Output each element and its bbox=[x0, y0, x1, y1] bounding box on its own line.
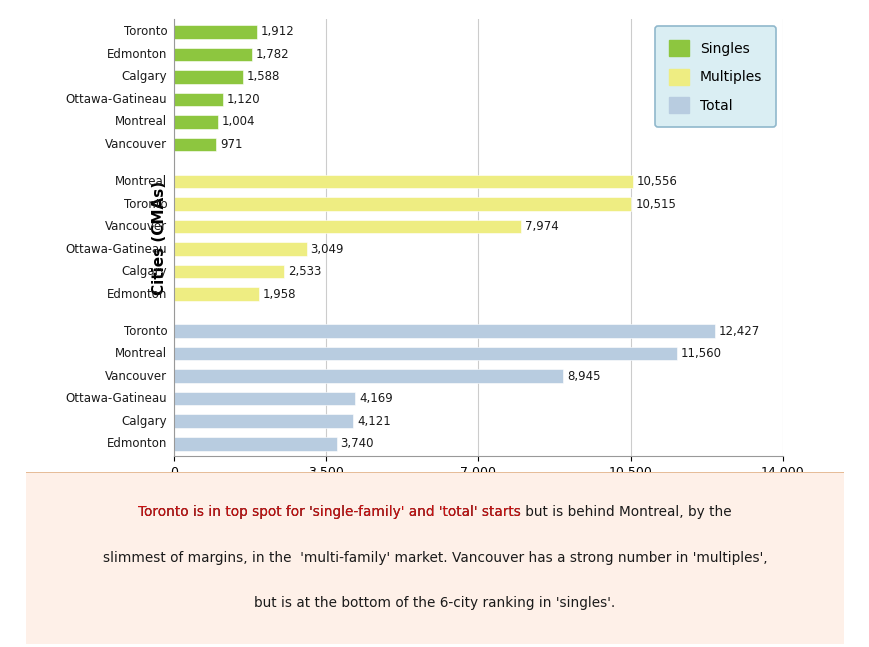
Text: 10,556: 10,556 bbox=[636, 175, 677, 188]
Text: 1,958: 1,958 bbox=[262, 287, 296, 301]
Text: Toronto: Toronto bbox=[123, 197, 168, 210]
Text: 11,560: 11,560 bbox=[680, 347, 721, 360]
Bar bbox=[174, 93, 222, 106]
Text: Vancouver: Vancouver bbox=[105, 220, 168, 233]
Text: 3,740: 3,740 bbox=[341, 437, 374, 450]
Text: Toronto: Toronto bbox=[123, 325, 168, 338]
Text: 4,121: 4,121 bbox=[357, 415, 390, 428]
Bar bbox=[174, 392, 355, 406]
Y-axis label: Cities (CMAs): Cities (CMAs) bbox=[152, 181, 167, 295]
Text: Vancouver: Vancouver bbox=[105, 138, 168, 151]
Text: 4,169: 4,169 bbox=[359, 392, 393, 405]
Text: 10,515: 10,515 bbox=[634, 197, 675, 210]
Text: Toronto: Toronto bbox=[123, 25, 168, 38]
Text: Toronto is in top spot for 'single-family' and 'total' starts but is behind Mont: Toronto is in top spot for 'single-famil… bbox=[138, 505, 731, 519]
Bar bbox=[174, 115, 217, 129]
Text: slimmest of margins, in the  'multi-family' market. Vancouver has a strong numbe: slimmest of margins, in the 'multi-famil… bbox=[103, 551, 766, 565]
Text: Calgary: Calgary bbox=[122, 265, 168, 278]
X-axis label: Number of Units: Number of Units bbox=[408, 487, 548, 502]
Text: 3,049: 3,049 bbox=[310, 243, 343, 256]
Bar bbox=[174, 287, 259, 301]
Text: 2,533: 2,533 bbox=[288, 265, 322, 278]
Legend: Singles, Multiples, Total: Singles, Multiples, Total bbox=[654, 27, 775, 127]
Text: Montreal: Montreal bbox=[116, 175, 168, 188]
Text: Edmonton: Edmonton bbox=[107, 437, 168, 450]
Text: Ottawa-Gatineau: Ottawa-Gatineau bbox=[66, 93, 168, 106]
Text: Edmonton: Edmonton bbox=[107, 287, 168, 301]
Bar bbox=[174, 220, 521, 234]
Text: Edmonton: Edmonton bbox=[107, 48, 168, 61]
Bar bbox=[174, 324, 713, 338]
Text: 1,912: 1,912 bbox=[261, 25, 295, 38]
Bar bbox=[174, 347, 676, 360]
Text: Montreal: Montreal bbox=[116, 115, 168, 128]
Text: Ottawa-Gatineau: Ottawa-Gatineau bbox=[66, 243, 168, 256]
Bar bbox=[174, 437, 336, 450]
Text: Toronto is in top spot for 'single-family' and 'total' starts: Toronto is in top spot for 'single-famil… bbox=[138, 505, 521, 519]
Text: Calgary: Calgary bbox=[122, 71, 168, 83]
Bar bbox=[174, 369, 562, 383]
Bar bbox=[174, 242, 306, 256]
FancyBboxPatch shape bbox=[6, 472, 864, 646]
Bar bbox=[174, 138, 216, 151]
Text: 8,945: 8,945 bbox=[567, 369, 600, 383]
Text: 7,974: 7,974 bbox=[524, 220, 558, 233]
Bar bbox=[174, 25, 257, 39]
Text: 1,120: 1,120 bbox=[226, 93, 260, 106]
Bar bbox=[174, 175, 633, 188]
Text: Calgary: Calgary bbox=[122, 415, 168, 428]
Bar bbox=[174, 265, 284, 278]
Text: 1,588: 1,588 bbox=[247, 71, 280, 83]
Text: 12,427: 12,427 bbox=[718, 325, 759, 338]
Text: but is at the bottom of the 6-city ranking in 'singles'.: but is at the bottom of the 6-city ranki… bbox=[254, 596, 615, 609]
Text: Montreal: Montreal bbox=[116, 347, 168, 360]
Text: Ottawa-Gatineau: Ottawa-Gatineau bbox=[66, 392, 168, 405]
Text: 1,782: 1,782 bbox=[255, 48, 289, 61]
Text: 1,004: 1,004 bbox=[222, 115, 255, 128]
Text: 971: 971 bbox=[220, 138, 242, 151]
Bar bbox=[174, 47, 251, 61]
Text: Vancouver: Vancouver bbox=[105, 369, 168, 383]
Bar bbox=[174, 415, 353, 428]
Bar bbox=[174, 70, 242, 83]
Bar bbox=[174, 197, 631, 211]
